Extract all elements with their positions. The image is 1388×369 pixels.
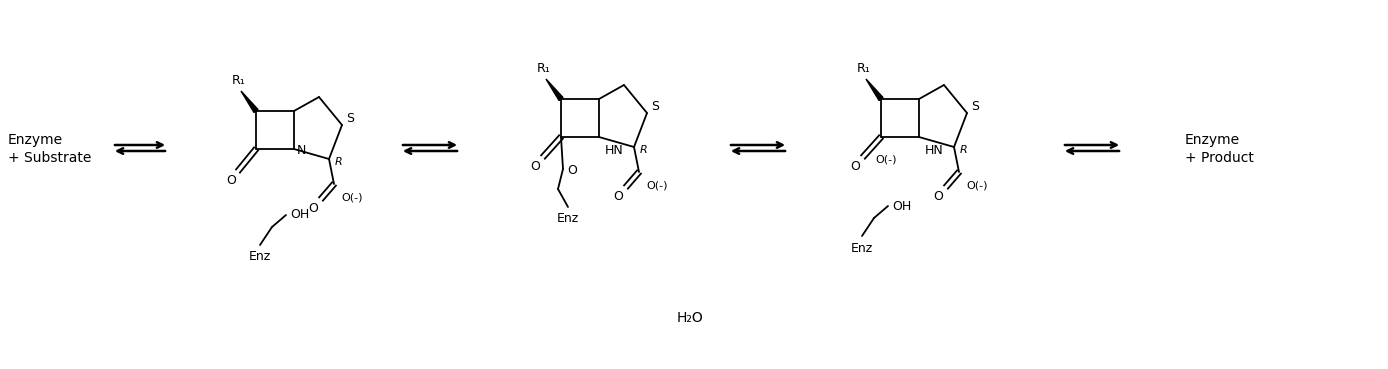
Text: OH: OH [290,208,310,221]
Text: HN: HN [924,144,944,156]
Text: Enzyme: Enzyme [8,133,62,147]
Text: O: O [530,161,540,173]
Text: HN: HN [605,144,623,156]
Text: O: O [613,190,623,203]
Text: + Product: + Product [1185,151,1253,165]
Text: + Substrate: + Substrate [8,151,92,165]
Text: O: O [568,165,577,177]
Text: O: O [849,161,861,173]
Text: O: O [308,201,318,214]
Text: Enz: Enz [851,241,873,255]
Text: R₁: R₁ [232,73,246,86]
Text: S: S [346,113,354,125]
Text: N: N [296,145,305,158]
Text: R: R [640,145,648,155]
Text: O(-): O(-) [647,181,668,191]
Text: R: R [960,145,967,155]
Text: R₁: R₁ [858,62,870,75]
Text: Enz: Enz [248,251,271,263]
Text: OH: OH [892,200,912,213]
Text: O(-): O(-) [341,193,362,203]
Text: R: R [335,157,343,167]
Text: S: S [972,100,979,114]
Text: Enz: Enz [557,213,579,225]
Polygon shape [866,79,883,100]
Text: O(-): O(-) [966,181,988,191]
Text: H₂O: H₂O [676,311,704,325]
Text: R₁: R₁ [537,62,551,75]
Text: O: O [933,190,942,203]
Text: O(-): O(-) [876,154,897,164]
Text: O: O [226,175,236,187]
Text: Enzyme: Enzyme [1185,133,1239,147]
Polygon shape [242,91,258,113]
Text: S: S [651,100,659,114]
Polygon shape [545,79,564,100]
